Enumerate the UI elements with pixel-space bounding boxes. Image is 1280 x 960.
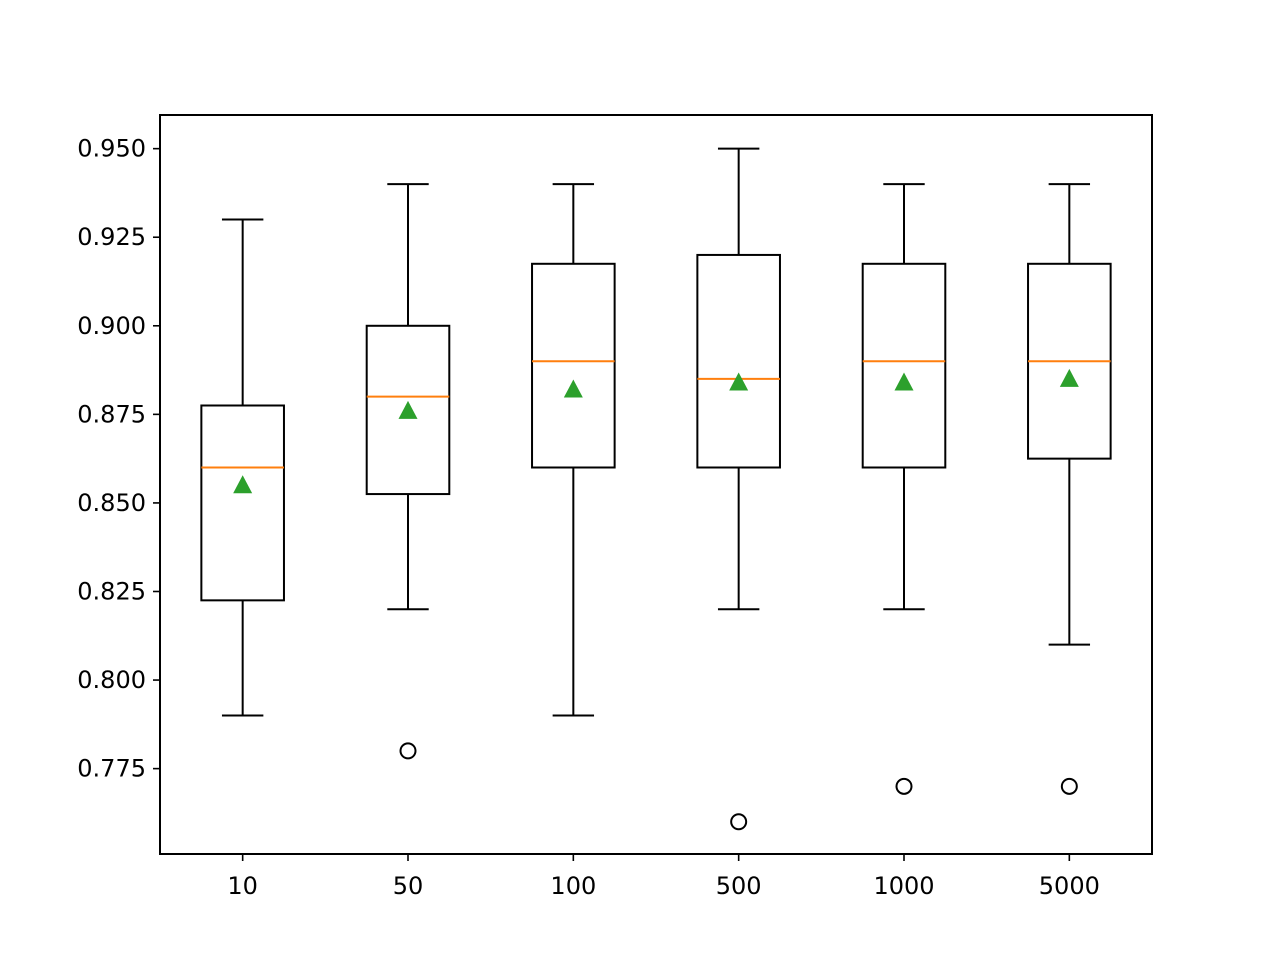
x-tick-label: 10 <box>227 872 258 900</box>
mean-marker <box>233 475 253 494</box>
outlier-point <box>895 777 913 795</box>
outlier-point <box>730 813 748 831</box>
outlier-point <box>1060 777 1078 795</box>
mean-marker <box>1059 368 1079 387</box>
mean-marker <box>894 372 914 391</box>
boxes-layer <box>200 147 1112 831</box>
x-tick-label: 500 <box>716 872 762 900</box>
x-tick-label: 50 <box>393 872 424 900</box>
box-group <box>1027 183 1112 795</box>
iqr-box <box>531 262 616 469</box>
box-group <box>861 183 947 795</box>
iqr-box <box>696 253 781 469</box>
x-tick-label: 5000 <box>1039 872 1100 900</box>
y-tick-label: 0.900 <box>77 312 146 340</box>
y-axis: 0.775 0.800 0.825 0.850 0.875 0.900 0.925 0.950 <box>77 135 160 783</box>
iqr-box <box>861 262 947 469</box>
y-tick-label: 0.950 <box>77 135 146 163</box>
mean-marker <box>563 379 583 398</box>
box-group <box>531 183 616 717</box>
mean-marker <box>398 400 418 419</box>
plot-frame <box>159 114 1153 855</box>
y-tick-label: 0.775 <box>77 755 146 783</box>
box-group <box>365 183 451 760</box>
y-tick-label: 0.800 <box>77 666 146 694</box>
y-tick-label: 0.825 <box>77 577 146 605</box>
x-tick-label: 100 <box>550 872 596 900</box>
y-tick-label: 0.850 <box>77 489 146 517</box>
iqr-box <box>200 404 285 602</box>
iqr-box <box>365 324 451 496</box>
x-axis: 10 50 100 500 1000 5000 <box>227 854 1100 900</box>
y-tick-label: 0.925 <box>77 223 146 251</box>
mean-marker <box>729 372 749 391</box>
y-tick-label: 0.875 <box>77 400 146 428</box>
box-group <box>696 147 781 831</box>
box-group <box>200 218 285 717</box>
x-tick-label: 1000 <box>873 872 934 900</box>
outlier-point <box>399 742 417 760</box>
